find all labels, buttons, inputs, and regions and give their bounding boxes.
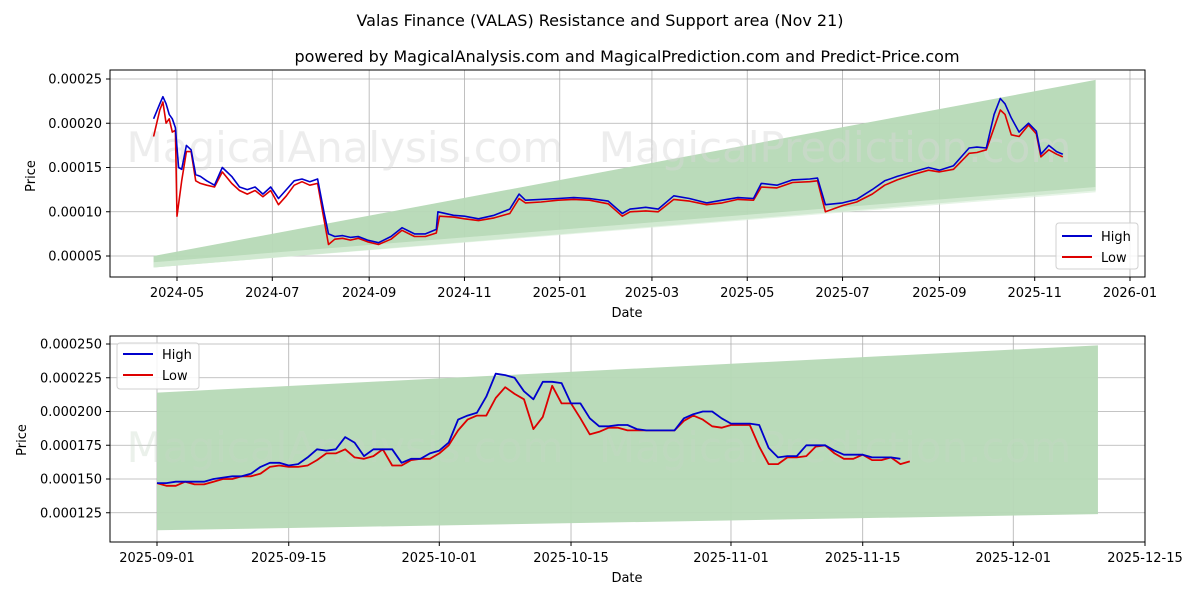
- top-y-tick-label: 0.00010: [48, 205, 102, 220]
- bottom-legend: High Low: [116, 342, 200, 390]
- chart-title: Valas Finance (VALAS) Resistance and Sup…: [356, 11, 843, 30]
- top-x-axis-label: Date: [611, 306, 642, 321]
- legend-high-label-2: High: [162, 348, 192, 363]
- bottom-low-line: [156, 384, 911, 487]
- top-x-tick-label: 2025-01: [533, 286, 587, 301]
- top-x-tick-label: 2025-11: [1008, 286, 1062, 301]
- bottom-x-tick-label: 2025-09-01: [119, 551, 195, 566]
- top-x-tick-label: 2024-09: [342, 286, 396, 301]
- top-band-lower-fade: [153, 186, 1096, 268]
- bottom-high-line: [157, 372, 901, 485]
- bottom-y-tick-label: 0.000225: [40, 371, 102, 386]
- bottom-x-axis: 2025-09-01 2025-09-15 2025-10-01 2025-10-15…: [119, 542, 1183, 566]
- bottom-x-tick-label: 2025-09-15: [251, 551, 327, 566]
- top-x-tick-label: 2026-01: [1103, 286, 1157, 301]
- bottom-x-tick-label: 2025-12-15: [1107, 551, 1183, 566]
- bottom-x-tick-label: 2025-11-01: [693, 551, 769, 566]
- top-y-tick-label: 0.00015: [48, 161, 102, 176]
- top-y-tick-label: 0.00020: [48, 117, 102, 132]
- bottom-x-axis-label: Date: [611, 571, 642, 586]
- chart-subtitle: powered by MagicalAnalysis.com and Magic…: [294, 47, 959, 66]
- top-support-resistance-band: [153, 79, 1096, 268]
- bottom-y-tick-label: 0.000250: [40, 338, 102, 353]
- top-x-tick-label: 2024-07: [245, 286, 299, 301]
- watermark-magicalprediction: MagicalPrediction.com: [599, 123, 1072, 172]
- watermark-magicalanalysis-2: MagicalAnalysis.com: [127, 423, 564, 472]
- bottom-y-axis-label: Price: [15, 424, 30, 456]
- top-y-tick-label: 0.00005: [48, 250, 102, 265]
- top-y-axis: 0.00025 0.00020 0.00015 0.00010 0.00005: [48, 73, 110, 265]
- top-low-line: [152, 101, 1064, 246]
- bottom-x-tick-label: 2025-12-01: [975, 551, 1051, 566]
- watermark-magicalprediction-2: MagicalPrediction.com: [599, 423, 1072, 472]
- top-x-tick-label: 2025-09: [912, 286, 966, 301]
- top-y-tick-label: 0.00025: [48, 73, 102, 88]
- bottom-y-tick-label: 0.000125: [40, 506, 102, 521]
- top-y-axis-label: Price: [24, 160, 39, 192]
- legend-high-label: High: [1101, 230, 1131, 245]
- top-axes-frame: [109, 69, 1146, 278]
- bottom-y-tick-label: 0.000200: [40, 405, 102, 420]
- bottom-axes-frame: [109, 335, 1146, 543]
- bottom-panel: MagicalAnalysis.com MagicalPrediction.co…: [15, 335, 1183, 586]
- top-panel: MagicalAnalysis.com MagicalPrediction.co…: [24, 69, 1157, 321]
- top-x-tick-label: 2025-03: [625, 286, 679, 301]
- top-x-tick-label: 2025-05: [720, 286, 774, 301]
- top-legend: High Low: [1055, 222, 1139, 270]
- bottom-y-tick-label: 0.000150: [40, 473, 102, 488]
- bottom-x-tick-label: 2025-11-15: [825, 551, 901, 566]
- bottom-x-tick-label: 2025-10-01: [402, 551, 478, 566]
- legend-low-label: Low: [1101, 251, 1127, 266]
- legend-low-label-2: Low: [162, 369, 188, 384]
- top-high-line: [152, 95, 1064, 244]
- bottom-y-tick-label: 0.000175: [40, 439, 102, 454]
- bottom-x-tick-label: 2025-10-15: [533, 551, 609, 566]
- bottom-y-axis: 0.000250 0.000225 0.000200 0.000175 0.000150…: [40, 338, 110, 521]
- top-x-tick-label: 2025-07: [815, 286, 869, 301]
- watermark-magicalanalysis: MagicalAnalysis.com: [127, 123, 564, 172]
- top-x-tick-label: 2024-11: [437, 286, 491, 301]
- top-x-axis: 2024-05 2024-07 2024-09 2024-11 2025-01 2025-…: [150, 277, 1157, 301]
- top-x-tick-label: 2024-05: [150, 286, 204, 301]
- bottom-support-resistance-band: [157, 345, 1098, 531]
